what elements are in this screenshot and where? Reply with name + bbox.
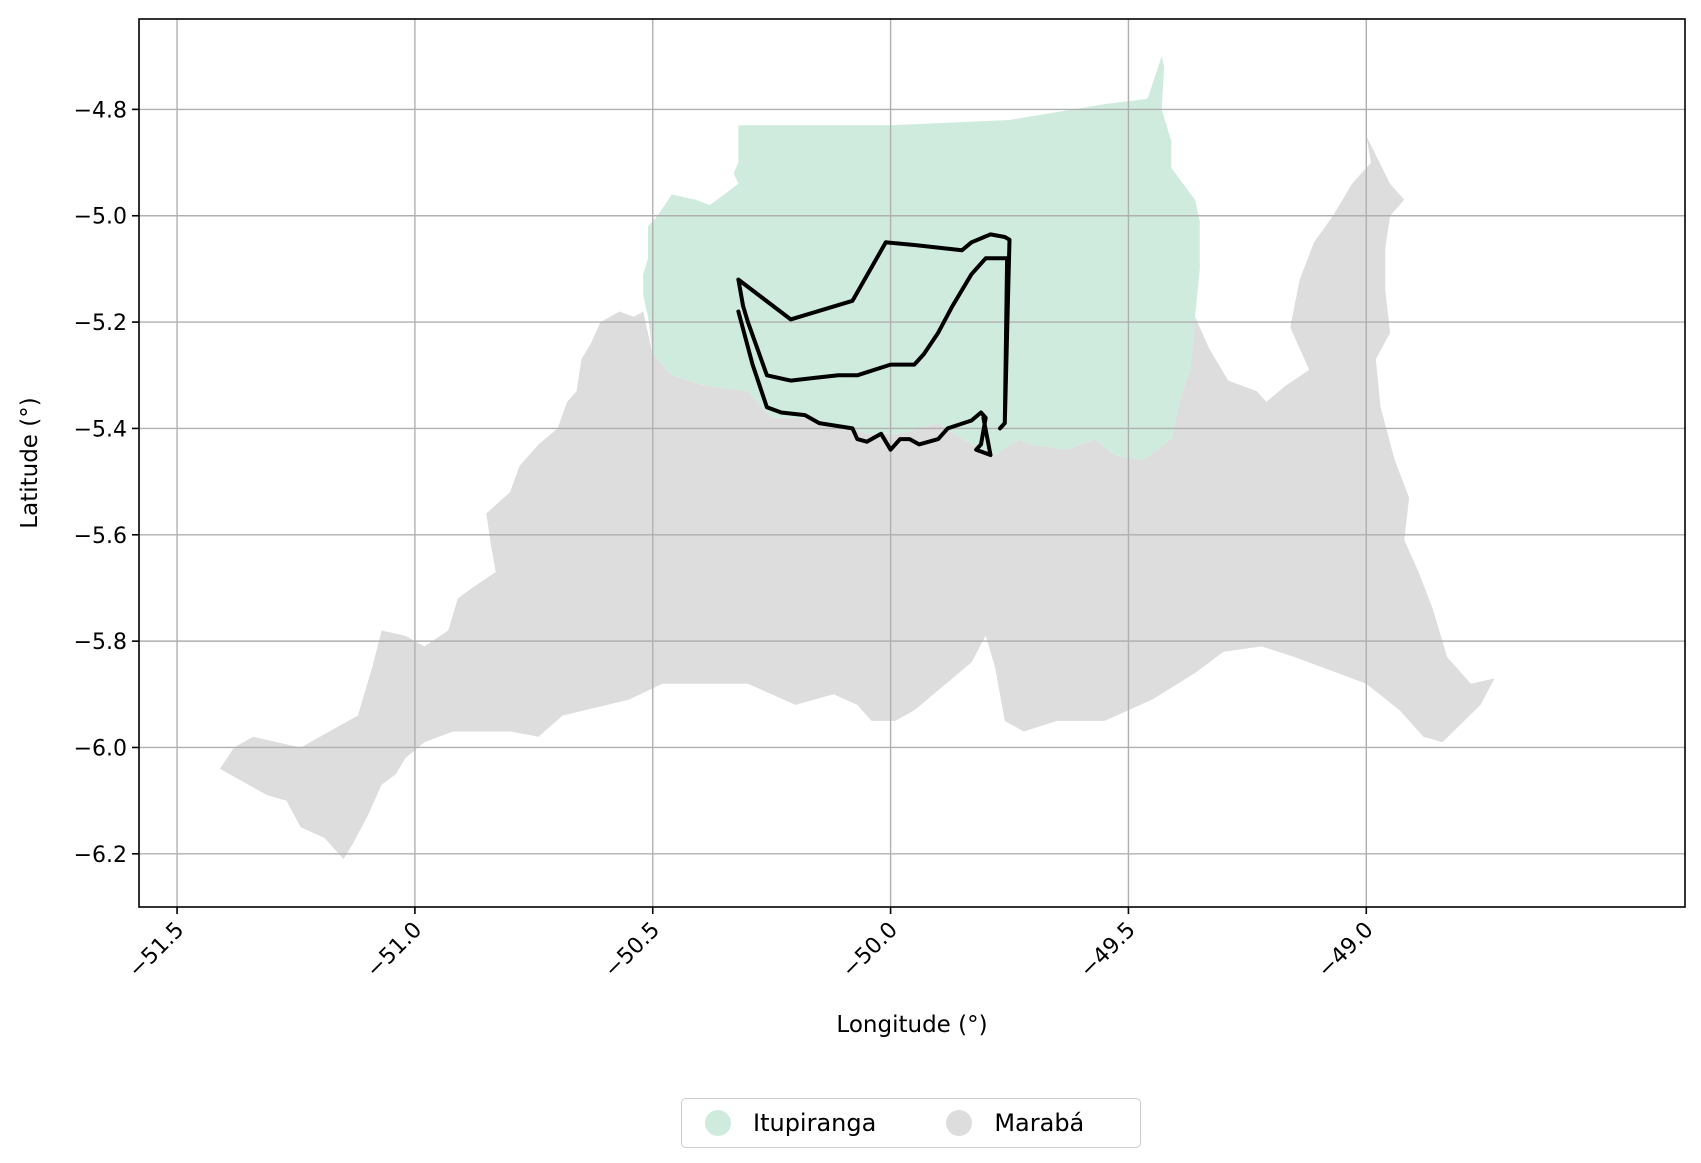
grid-layer	[139, 19, 1685, 907]
study-area-outline-1	[736, 309, 993, 457]
legend-label-maraba: Marabá	[994, 1109, 1085, 1137]
legend-marker-itupiranga	[705, 1110, 731, 1136]
plot-frame	[138, 18, 1686, 908]
region-layer	[219, 56, 1495, 860]
y-tick-label-0: −4.8	[74, 98, 127, 123]
y-tick-label-5: −5.8	[74, 630, 127, 655]
y-tick-label-1: −5.0	[74, 205, 127, 230]
x-axis-title: Longitude (°)	[836, 1012, 987, 1038]
y-axis-title: Latitude (°)	[17, 397, 43, 528]
y-tick-label-6: −6.0	[74, 736, 127, 761]
legend: Itupiranga Marabá	[681, 1098, 1141, 1148]
y-tick-label-2: −5.2	[74, 311, 127, 336]
legend-item-maraba: Marabá	[946, 1099, 1084, 1147]
legend-item-itupiranga: Itupiranga	[705, 1099, 876, 1147]
region-itupiranga	[643, 56, 1200, 461]
study-area-outline-0	[736, 232, 1012, 431]
y-tick-label-7: −6.2	[74, 843, 127, 868]
region-maraba	[219, 136, 1495, 860]
outline-layer	[736, 232, 1012, 457]
legend-marker-maraba	[946, 1110, 973, 1136]
y-tick-label-3: −5.4	[74, 417, 127, 442]
legend-label-itupiranga: Itupiranga	[753, 1109, 877, 1137]
y-tick-label-4: −5.6	[74, 524, 127, 549]
